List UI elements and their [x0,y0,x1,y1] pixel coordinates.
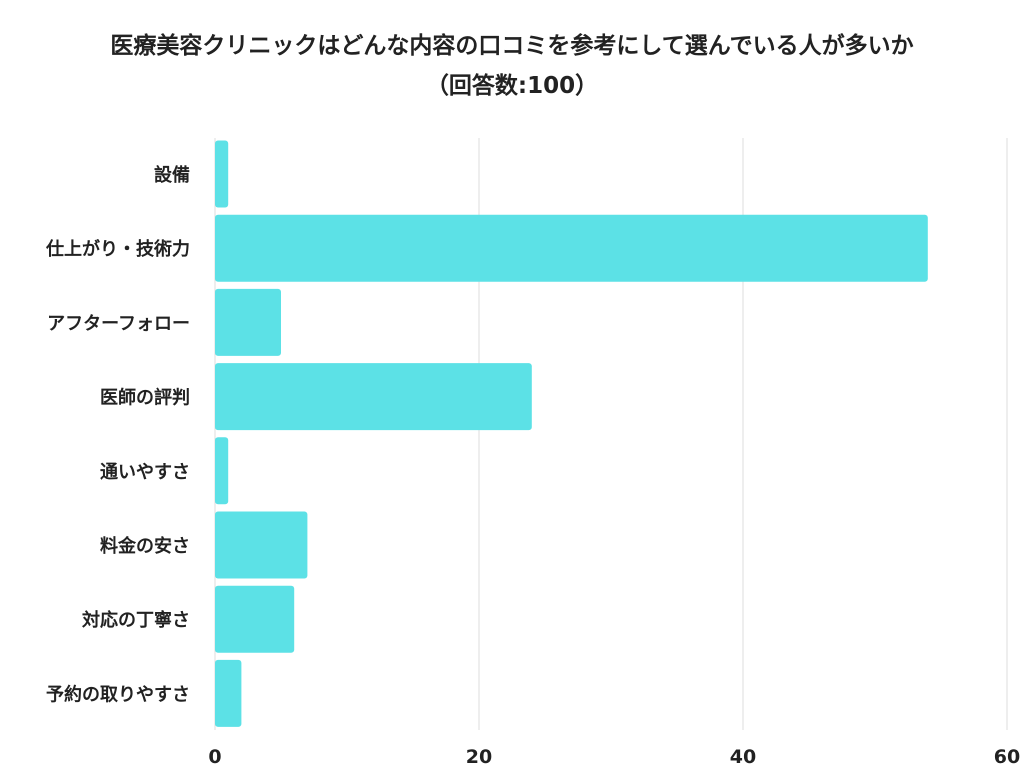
bar [215,511,308,579]
x-tick-label: 0 [208,746,221,768]
category-label: 対応の丁寧さ [81,609,190,631]
category-label: 料金の安さ [100,535,190,557]
bar [215,140,229,208]
category-label: 設備 [154,164,190,186]
bar [215,585,295,653]
category-label: 医師の評判 [100,387,190,409]
category-label: 通いやすさ [100,462,190,483]
bar-layer [215,140,928,727]
bar [215,214,928,282]
x-tick-label: 60 [994,746,1020,768]
category-label-layer: 設備仕上がり・技術力アフターフォロー医師の評判通いやすさ料金の安さ対応の丁寧さ予… [45,164,190,705]
bar [215,288,281,356]
x-tick-label: 40 [730,746,756,768]
x-tick-label: 20 [466,746,492,768]
bar [215,659,242,727]
category-label: 仕上がり・技術力 [45,238,190,260]
x-tick-label-layer: 0 20 40 60 [208,746,1020,768]
category-label: アフターフォロー [47,313,190,334]
category-label: 予約の取りやすさ [46,683,190,705]
bar [215,437,229,505]
bar [215,363,532,431]
chart-title: 医療美容クリニックはどんな内容の口コミを参考にして選んでいる人が多いか （回答数… [110,33,914,99]
